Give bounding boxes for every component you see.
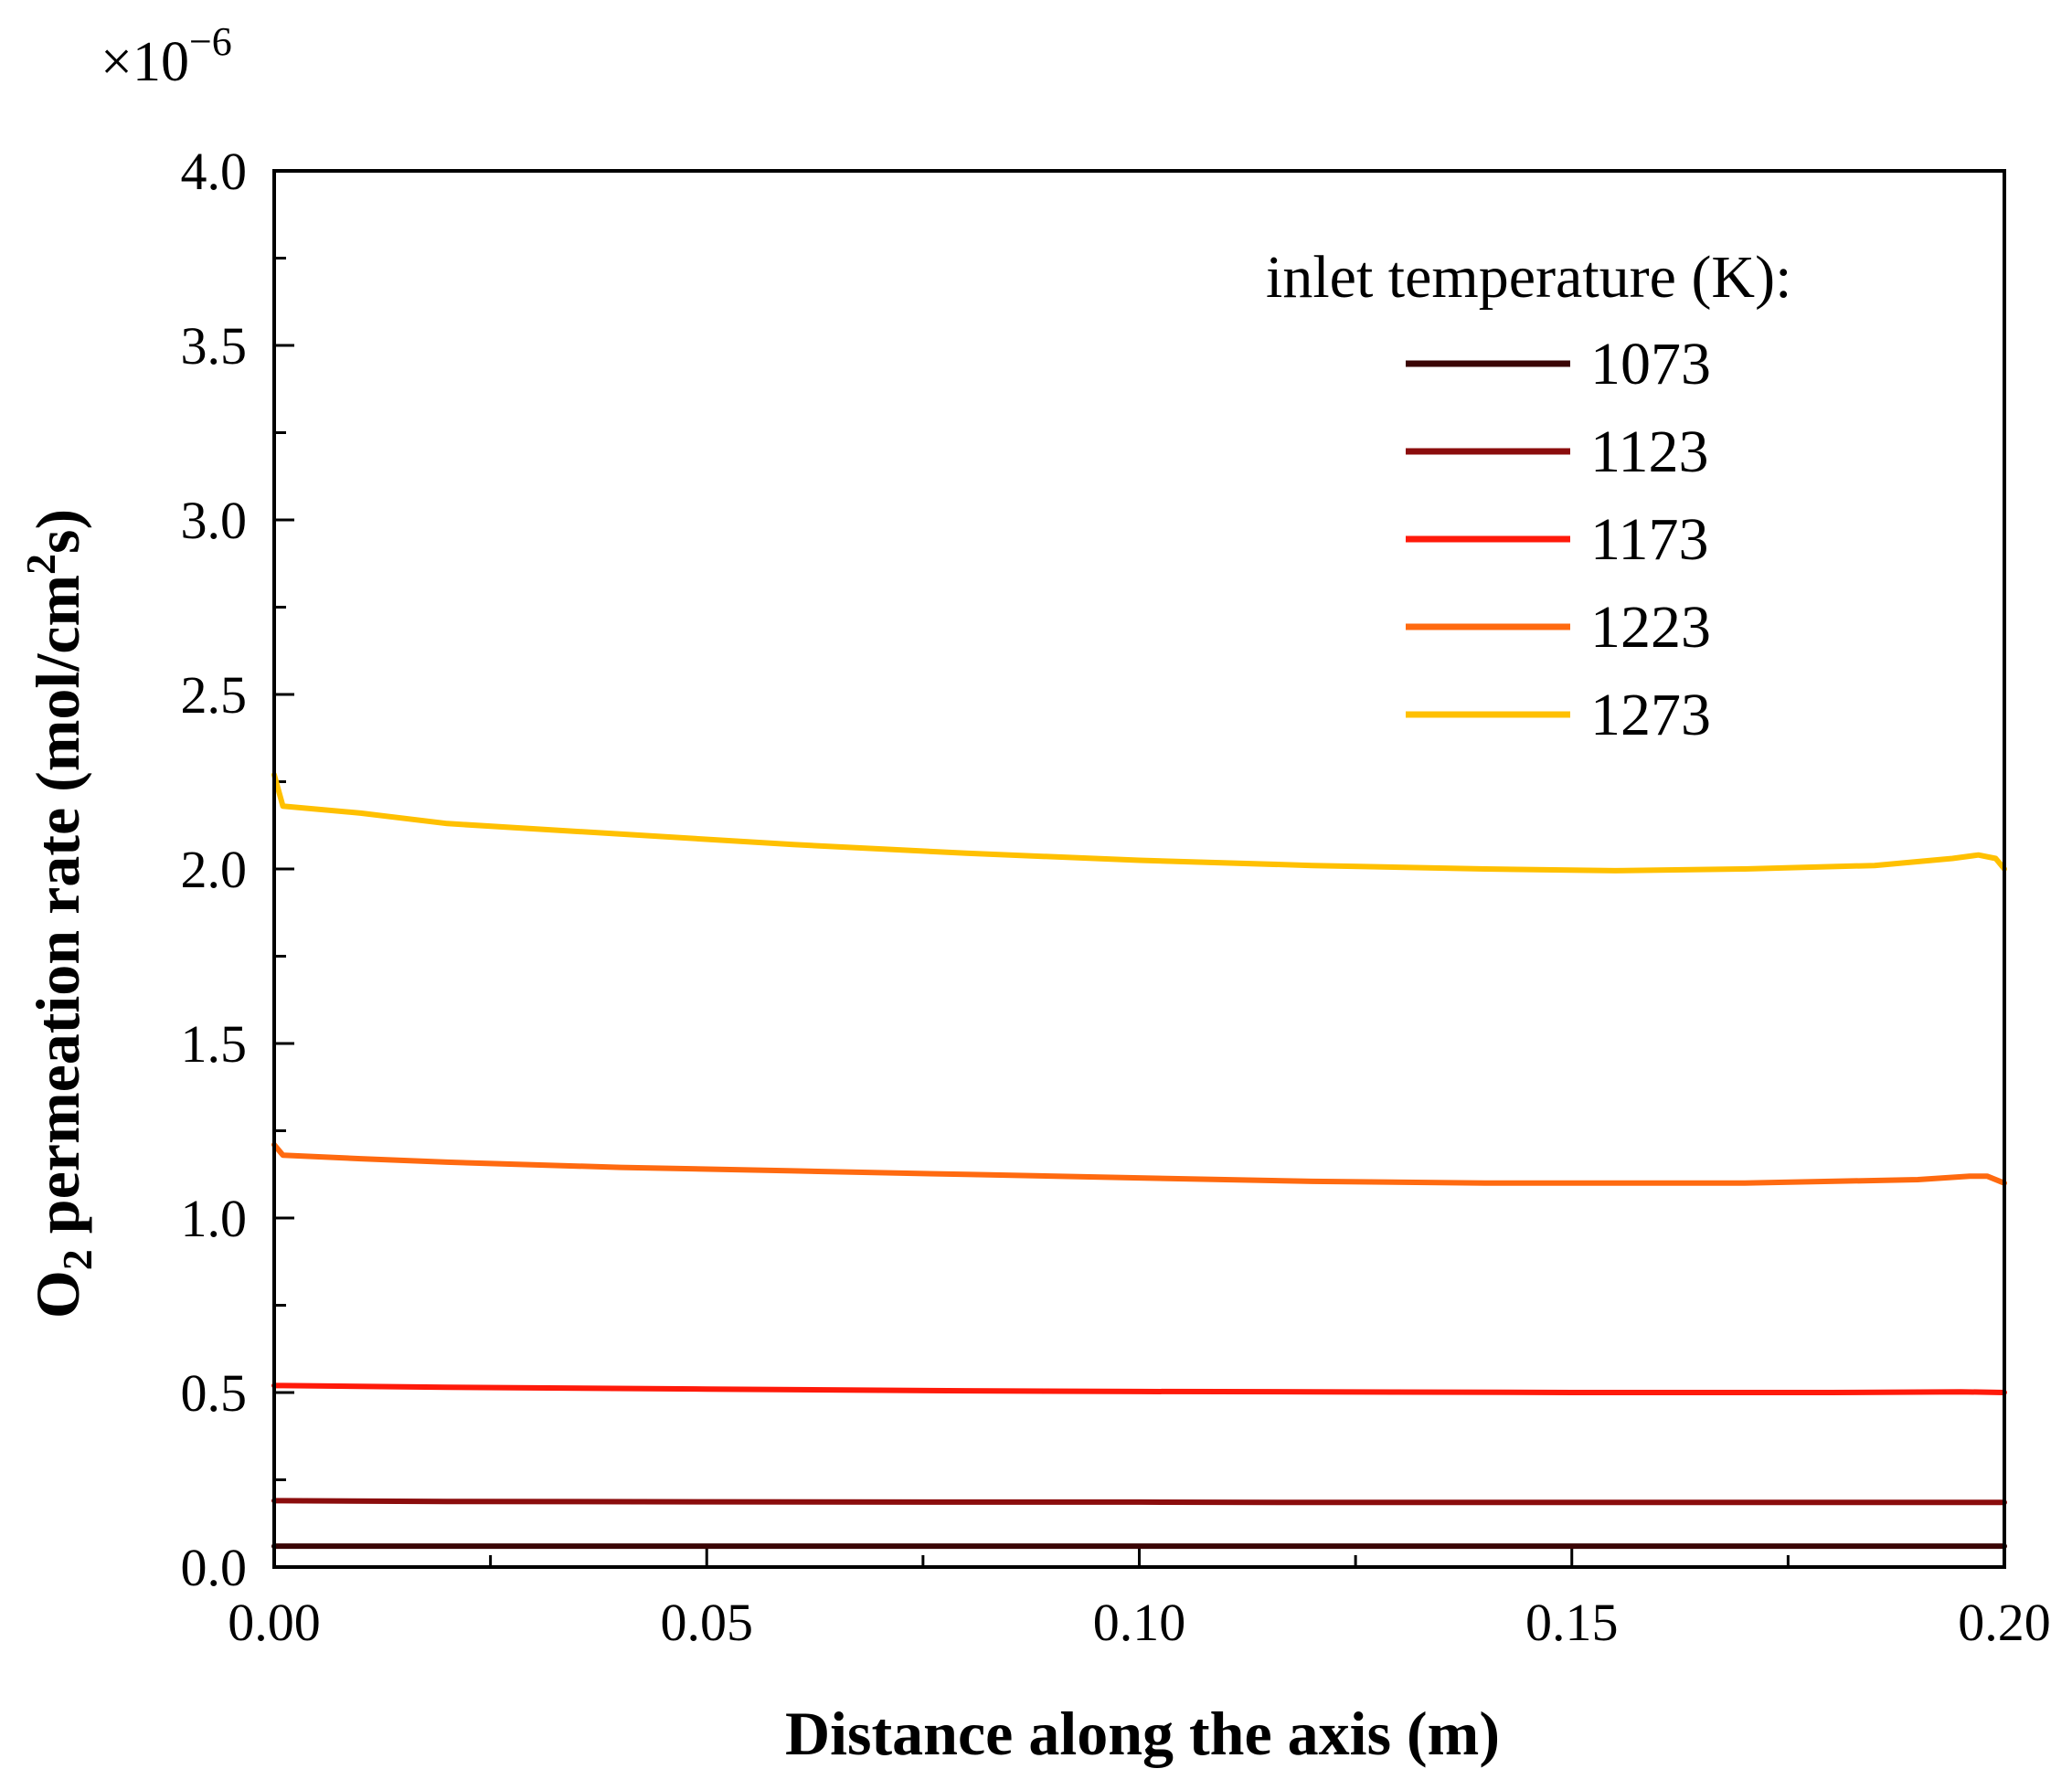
y-title-pre: O [23, 1270, 92, 1319]
y-tick-label: 4.0 [181, 142, 248, 201]
series-line-1273 [271, 771, 2007, 874]
series-line-1173 [271, 1382, 2007, 1395]
y-title-sub: 2 [54, 1249, 101, 1270]
legend-items: 1073 1123 1173 1223 1273 [1406, 331, 1711, 748]
plot-frame [272, 169, 2006, 1569]
y-multiplier: ×10−6 [101, 19, 232, 93]
legend-label-1073: 1073 [1590, 331, 1711, 397]
series-line-1223 [271, 1141, 2007, 1186]
y-tick-label: 0.0 [181, 1538, 248, 1597]
y-title-sup: 2 [17, 554, 64, 575]
multiplier-exponent: −6 [189, 19, 232, 64]
legend-label-1173: 1173 [1590, 506, 1709, 573]
legend-label-1273: 1273 [1590, 682, 1711, 748]
series-line-1123 [271, 1498, 2007, 1506]
series-lines [271, 771, 2007, 1550]
y-tick-label: 3.0 [181, 491, 248, 550]
multiplier-base: ×10 [101, 31, 189, 93]
y-axis-title: O2 permeation rate (mol/cm2s) [17, 509, 101, 1319]
x-axis-title: Distance along the axis (m) [785, 1699, 1500, 1768]
x-tick-label: 0.05 [661, 1593, 754, 1652]
y-title-mid: permeation rate (mol/cm [23, 575, 92, 1249]
x-tick-label: 0.10 [1093, 1593, 1186, 1652]
legend-label-1123: 1123 [1590, 418, 1709, 485]
x-tick-label: 0.20 [1958, 1593, 2051, 1652]
y-tick-label: 0.5 [181, 1363, 248, 1423]
x-tick-label: 0.00 [228, 1593, 321, 1652]
y-tick-label: 2.0 [181, 840, 248, 899]
y-tick-label: 3.5 [181, 316, 248, 376]
legend-title: inlet temperature (K): [1266, 244, 1791, 311]
x-tick-label: 0.15 [1525, 1593, 1619, 1652]
tick-labels: 0.00 0.05 0.10 0.15 0.20 0.0 0.5 1.0 1.5 2.0 2.5 3.… [181, 142, 2051, 1652]
y-tick-label: 1.0 [181, 1189, 248, 1248]
y-tick-label: 2.5 [181, 665, 248, 725]
y-tick-label: 1.5 [181, 1014, 248, 1074]
y-title-post: s) [23, 509, 92, 554]
axis-ticks [272, 169, 2006, 1569]
legend: inlet temperature (K): 10731123117312231… [1266, 244, 1791, 748]
legend-label-1223: 1223 [1590, 594, 1711, 661]
